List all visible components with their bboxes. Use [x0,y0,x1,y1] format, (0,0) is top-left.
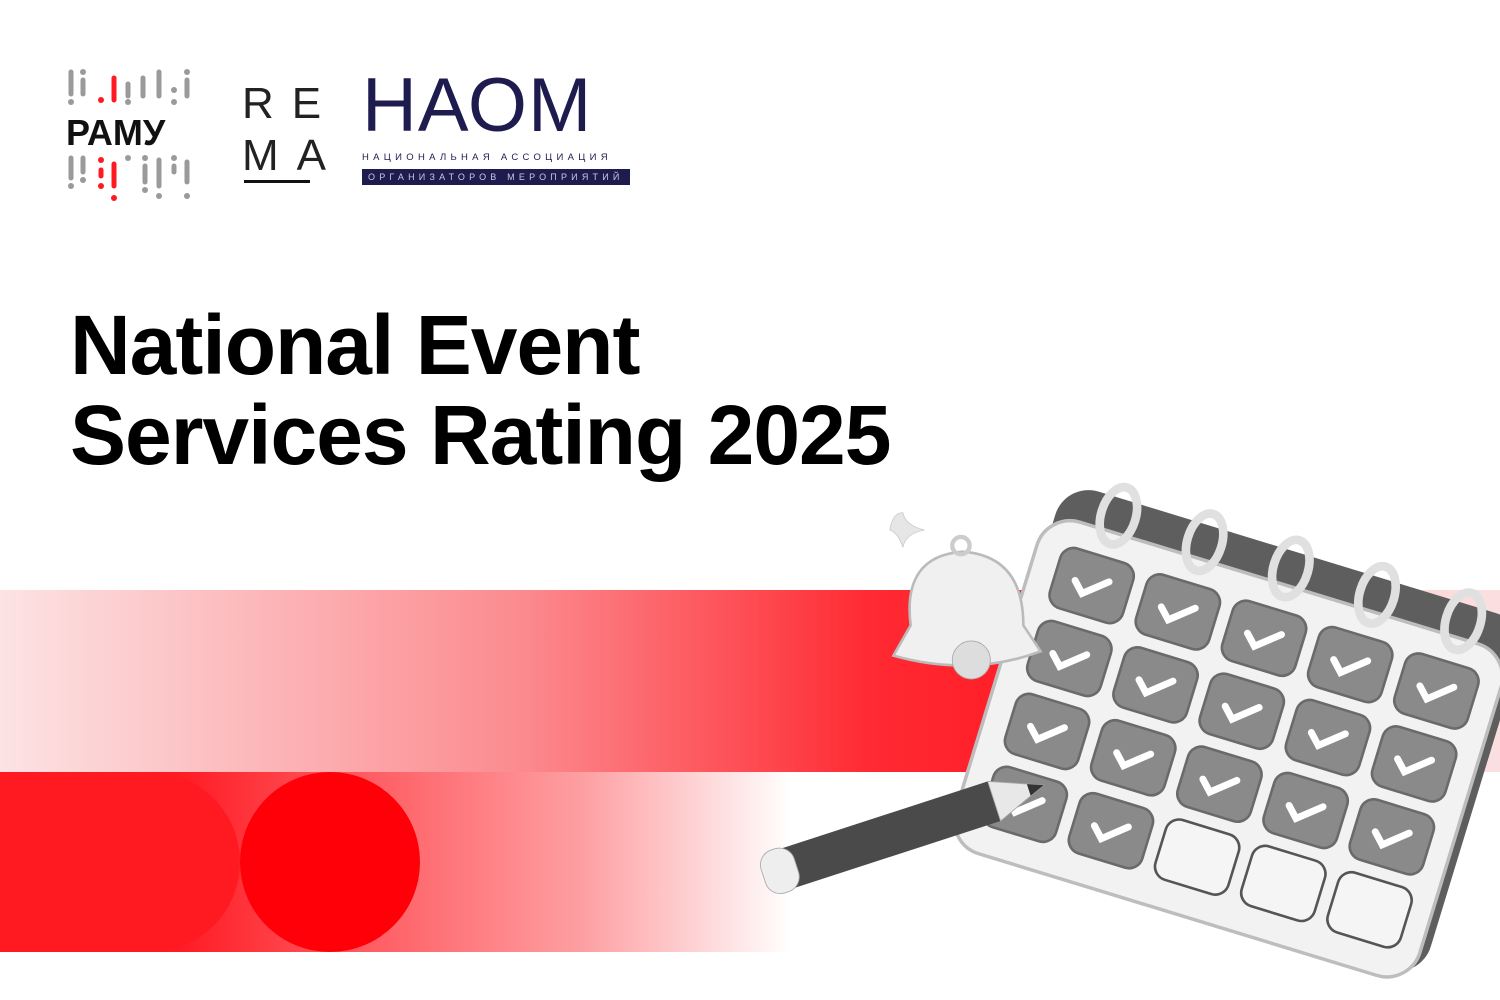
ramu-wordmark: РАМУ [66,112,165,154]
checked-day-tile [1284,698,1372,777]
checked-day-tile [1370,725,1458,803]
title-line-2: Services Rating 2025 [70,388,891,482]
check-icon [1090,822,1132,844]
binder-ring [1353,561,1401,628]
check-icon [1285,801,1327,823]
checked-day-tile [1003,692,1091,771]
checked-day-tile [1048,546,1136,625]
naom-title: НАОМ [362,63,593,148]
checked-day-tile [1112,646,1199,724]
naom-box-text: ОРГАНИЗАТОРОВ МЕРОПРИЯТИЙ [362,169,630,185]
check-icon [1371,828,1413,850]
binder-ring [1181,509,1228,576]
rema-line2: MA [242,131,344,180]
ramu-text: РАМУ [66,112,166,153]
red-pill-shape [0,772,240,952]
naom-subtitle: НАЦИОНАЛЬНАЯ АССОЦИАЦИЯ [362,152,612,163]
title-line-1: National Event [70,298,640,392]
bell-icon [891,534,1043,680]
check-icon [1416,682,1458,704]
ramu-dots-icon [68,69,190,201]
check-icon [1027,722,1068,744]
rema-logo: RE MA [242,78,344,182]
empty-day-tile [1153,818,1241,896]
rema-line1: RE [242,79,340,128]
page-title: National Event Services Rating 2025 [70,300,891,480]
check-icon [1307,729,1349,750]
checked-day-tile [1134,573,1222,651]
checked-day-tile [1348,798,1436,876]
check-icon [1394,755,1436,777]
checked-day-tile [1175,745,1263,823]
calendar-icon [952,482,1500,979]
checked-day-tile [1306,625,1394,704]
check-icon [1049,649,1091,671]
sparkle-icon [889,512,925,548]
checked-day-tile [1067,791,1155,870]
checked-day-tile [1025,619,1113,698]
checked-day-tile [1089,718,1177,797]
check-icon [1071,577,1113,598]
binder-ring [1095,482,1142,549]
binder-ring [1440,588,1487,655]
naom-logo: НАОМ НАЦИОНАЛЬНАЯ АССОЦИАЦИЯ ОРГАНИЗАТОР… [362,68,630,185]
check-icon [1221,702,1263,724]
check-icon [1135,676,1177,698]
empty-day-tile [1239,844,1327,923]
pencil-icon [760,780,1045,894]
checked-day-tile [1198,672,1286,751]
binder-ring [1267,535,1314,602]
checked-day-tile [1262,771,1350,850]
check-icon [1157,603,1199,625]
calendar-illustration [760,482,1500,979]
empty-day-tile [1326,870,1413,949]
ramu-logo: РАМУ [66,66,196,202]
checked-day-tile [1392,652,1480,730]
red-circle-shape [240,772,420,952]
check-icon [1113,749,1155,771]
check-icon [1243,629,1285,651]
checked-day-tile [1220,599,1308,678]
check-icon [1199,775,1241,797]
check-icon [1330,656,1372,677]
rema-underline [244,180,310,183]
